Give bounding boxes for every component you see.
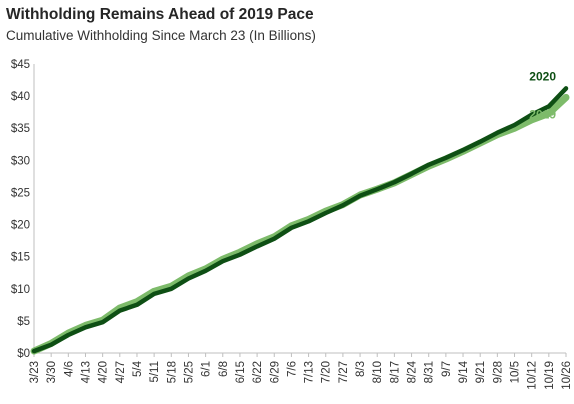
y-tick-label: $20 [11, 220, 30, 232]
data-point-2020 [153, 293, 155, 295]
x-tick-label: 6/22 [252, 361, 264, 383]
data-point-2020 [187, 277, 190, 280]
y-tick-label: $10 [11, 284, 30, 296]
data-point-2020 [342, 204, 344, 207]
data-point-2020 [50, 343, 52, 346]
x-tick-label: 4/6 [63, 361, 75, 377]
x-tick-label: 10/19 [544, 361, 556, 390]
data-point-2020 [565, 87, 567, 90]
x-tick-label: 3/23 [29, 361, 41, 383]
data-point-2020 [101, 321, 104, 323]
x-tick-label: 4/20 [98, 361, 110, 383]
y-tick-label: $5 [17, 316, 30, 328]
data-point-2020 [462, 149, 464, 151]
data-point-2020 [513, 124, 516, 126]
data-point-2020 [256, 245, 258, 248]
x-tick-label: 4/13 [80, 361, 92, 383]
series-label-2020: 2020 [529, 69, 556, 83]
x-tick-label: 6/29 [269, 361, 281, 383]
y-tick-label: $35 [11, 123, 30, 135]
chart-title: Withholding Remains Ahead of 2019 Pace [6, 6, 314, 23]
data-point-2020 [479, 140, 481, 143]
data-point-2020 [136, 304, 138, 306]
data-point-2020 [273, 237, 276, 240]
x-tick-label: 5/25 [183, 361, 195, 383]
data-point-2020 [410, 173, 413, 175]
data-point-2020 [170, 287, 173, 290]
x-tick-label: 7/13 [304, 361, 316, 383]
x-tick-label: 7/20 [321, 361, 333, 383]
x-tick-label: 8/10 [372, 361, 384, 383]
data-point-2020 [239, 253, 241, 256]
data-point-2019 [530, 119, 533, 121]
x-tick-label: 8/3 [355, 361, 367, 377]
x-tick-label: 6/8 [218, 361, 230, 377]
x-tick-label: 3/30 [46, 361, 58, 383]
x-tick-label: 4/27 [115, 361, 127, 383]
x-tick-label: 9/7 [441, 361, 453, 377]
data-point-2020 [359, 194, 361, 197]
data-point-2020 [221, 260, 224, 262]
x-tick-label: 10/26 [561, 361, 573, 390]
data-point-2019 [548, 112, 550, 115]
y-tick-label: $30 [11, 155, 30, 167]
data-point-2020 [204, 269, 207, 272]
x-tick-label: 5/18 [166, 361, 178, 383]
x-tick-label: 8/31 [424, 361, 436, 383]
data-point-2019 [565, 96, 567, 99]
data-point-2020 [376, 188, 379, 191]
x-tick-label: 8/17 [389, 361, 401, 383]
y-tick-label: $15 [11, 252, 30, 264]
data-point-2020 [393, 181, 396, 183]
data-point-2020 [324, 212, 327, 214]
x-tick-label: 7/6 [286, 361, 298, 377]
x-tick-label: 5/11 [149, 361, 161, 383]
series-label-2019: 2019 [529, 107, 556, 121]
data-point-2020 [496, 131, 499, 134]
x-tick-label: 9/21 [475, 361, 487, 383]
y-tick-label: $45 [11, 59, 30, 71]
data-point-2020 [290, 226, 293, 229]
data-point-2020 [548, 105, 550, 108]
x-tick-label: 6/15 [235, 361, 247, 383]
data-point-2020 [119, 309, 121, 312]
x-tick-label: 10/12 [527, 361, 539, 390]
x-tick-label: 10/5 [510, 361, 522, 383]
x-tick-label: 9/28 [492, 361, 504, 383]
x-tick-label: 8/24 [407, 360, 419, 383]
data-point-2020 [307, 220, 310, 223]
data-point-2019 [513, 127, 516, 130]
data-point-2020 [67, 334, 70, 336]
x-tick-label: 9/14 [458, 360, 470, 383]
data-point-2020 [530, 113, 533, 116]
y-tick-label: $25 [11, 187, 30, 199]
y-tick-label: $40 [11, 91, 30, 103]
data-point-2020 [427, 164, 430, 166]
y-tick-label: $0 [17, 348, 30, 360]
x-tick-label: 7/27 [338, 361, 350, 383]
x-tick-label: 6/1 [201, 361, 213, 377]
data-point-2020 [84, 326, 87, 329]
series-line-2020 [31, 86, 569, 354]
data-point-2020 [33, 350, 35, 352]
data-point-2020 [445, 156, 447, 159]
chart-subtitle: Cumulative Withholding Since March 23 (I… [6, 28, 316, 43]
x-tick-label: 5/4 [132, 360, 144, 377]
